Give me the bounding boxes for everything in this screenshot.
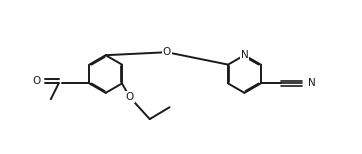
- Text: N: N: [240, 50, 248, 60]
- Text: O: O: [126, 92, 134, 102]
- Text: N: N: [308, 78, 316, 88]
- Text: O: O: [33, 76, 41, 86]
- Text: O: O: [163, 47, 171, 57]
